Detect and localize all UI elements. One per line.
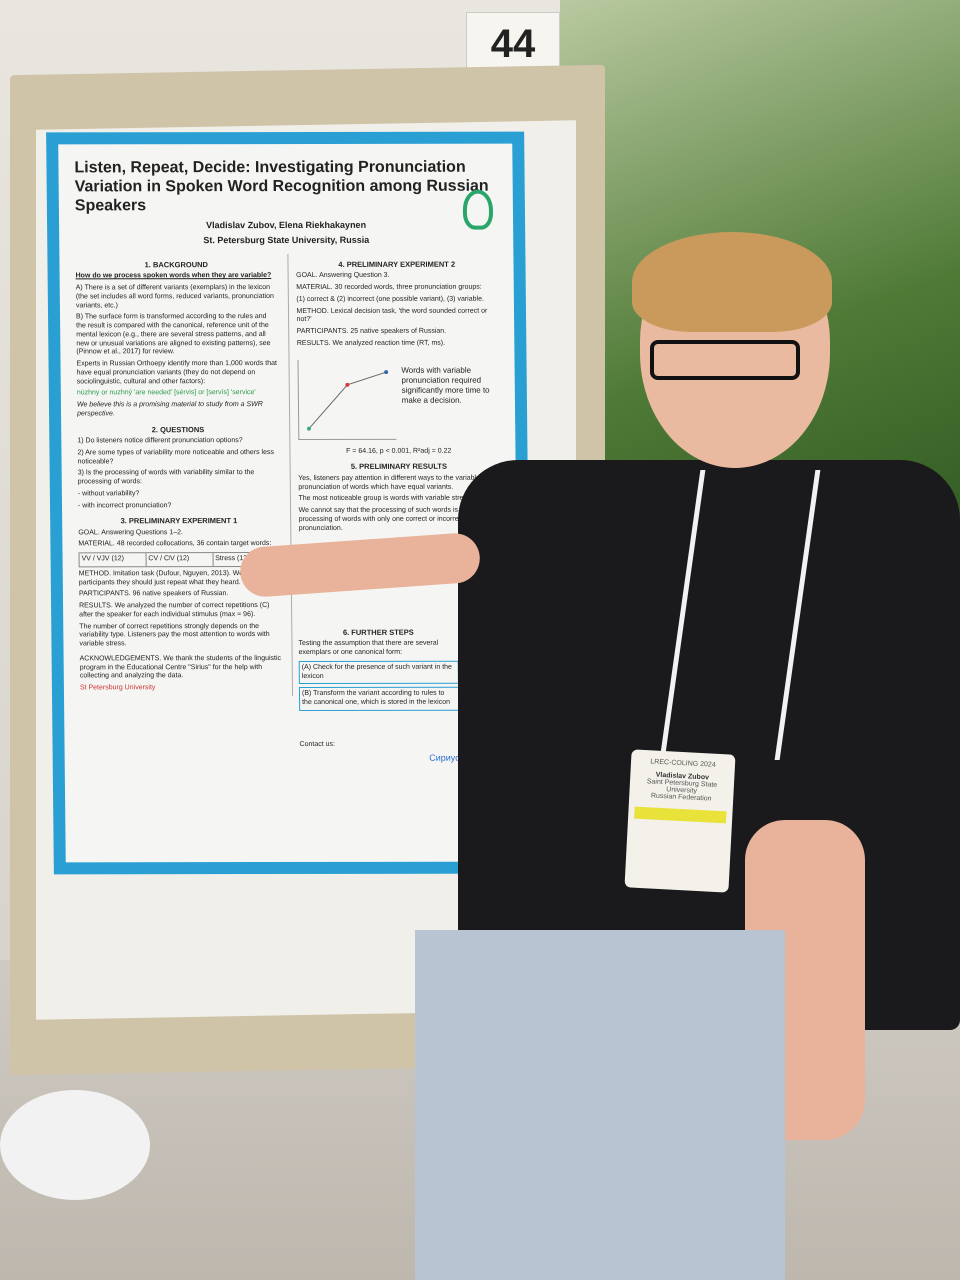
university-logo: St Petersburg University (79, 684, 156, 692)
person-hair (632, 232, 832, 332)
text: B) The surface form is transformed accor… (76, 313, 271, 356)
text: METHOD. Lexical decision task, 'the word… (296, 307, 488, 324)
ear-logo-icon (462, 189, 494, 230)
name-badge: LREC-COLING 2024 Vladislav Zubov Saint P… (624, 749, 736, 893)
text: - without variability? (77, 490, 140, 498)
section-heading: 3. PRELIMINARY EXPERIMENT 1 (120, 516, 238, 526)
text: (1) correct & (2) incorrect (one possibl… (296, 295, 484, 303)
section-heading: 2. QUESTIONS (151, 424, 205, 434)
badge-event: LREC-COLING 2024 (650, 758, 716, 769)
poster-title: Listen, Repeat, Decide: Investigating Pr… (74, 158, 489, 215)
section-heading: 5. PRELIMINARY RESULTS (350, 462, 447, 472)
text: ACKNOWLEDGEMENTS. We thank the students … (79, 654, 282, 680)
poster-left-column: 1. BACKGROUND How do we process spoken w… (75, 254, 281, 696)
text: PARTICIPANTS. 25 native speakers of Russ… (296, 327, 447, 336)
text: (B) Transform the variant according to r… (298, 687, 460, 711)
text: How do we process spoken words when they… (75, 272, 272, 280)
formula: F = 64.16, p < 0.001, R²adj = 0.22 (346, 447, 452, 455)
text: (A) Check for the presence of such varia… (298, 660, 459, 685)
section-heading: 4. PRELIMINARY EXPERIMENT 2 (338, 259, 456, 269)
text: GOAL. Answering Questions 1–2. (78, 528, 184, 537)
text: Contact us: (299, 740, 335, 748)
glasses (650, 340, 800, 380)
poster: Listen, Repeat, Decide: Investigating Pr… (46, 131, 532, 875)
poster-affiliation: St. Petersburg State University, Russia (203, 234, 370, 245)
board-stand-base (0, 1090, 150, 1200)
poster-right-column: 4. PRELIMINARY EXPERIMENT 2 GOAL. Answer… (286, 253, 503, 696)
text: 3) Is the processing of words with varia… (77, 469, 255, 486)
text: Words with variable pronunciation requir… (401, 365, 490, 405)
sirius-logo: Сириус (429, 752, 460, 763)
text: A) There is a set of different variants … (75, 284, 274, 310)
further-steps-section: 6. FURTHER STEPS Testing the assumption … (298, 628, 459, 767)
rt-line-chart (296, 359, 397, 440)
poster-number-sign: 44 (466, 12, 560, 74)
text: We believe this is a promising material … (76, 401, 263, 418)
text: 2) Are some types of variability more no… (77, 448, 275, 465)
text: MATERIAL. 48 recorded collocations, 36 c… (78, 540, 272, 548)
text: Experts in Russian Orthoepy identify mor… (76, 360, 277, 386)
badge-stripe (634, 806, 727, 824)
section-heading: 6. FURTHER STEPS (342, 627, 414, 637)
text: 1) Do listeners notice different pronunc… (77, 437, 243, 445)
text: RESULTS. We analyzed the number of corre… (79, 602, 270, 619)
text: MATERIAL. 30 recorded words, three pronu… (296, 283, 482, 292)
text: GOAL. Answering Question 3. (296, 272, 390, 280)
section-heading: 1. BACKGROUND (144, 260, 208, 270)
table-header: VV / VJV (12) (79, 553, 147, 567)
text: RESULTS. We analyzed reaction time (RT, … (296, 339, 446, 347)
person-jeans (415, 930, 785, 1280)
text: Testing the assumption that there are se… (298, 640, 439, 657)
text: núzhny or nuzhný 'are needed' [sérvis] o… (76, 389, 256, 397)
text: The number of correct repetitions strong… (79, 622, 270, 648)
poster-authors: Vladislav Zubov, Elena Riekhakaynen (206, 219, 367, 230)
text: - with incorrect pronunciation? (77, 501, 172, 509)
table-header: CV / CʲV (12) (146, 553, 214, 567)
